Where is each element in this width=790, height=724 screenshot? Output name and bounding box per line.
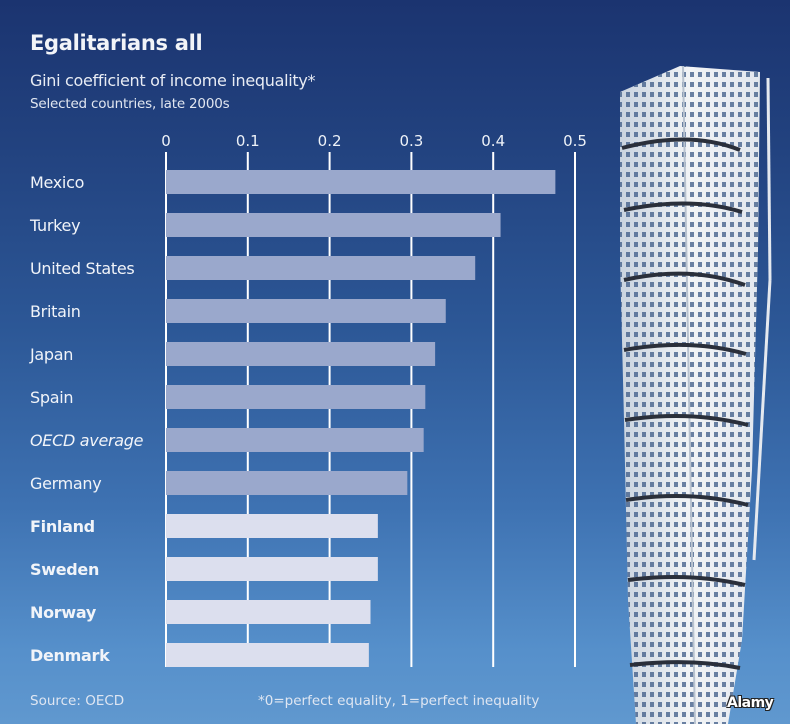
bar (166, 385, 426, 409)
bar (166, 342, 436, 366)
category-label: Norway (30, 603, 97, 622)
category-labels: Mexico Turkey United States Britain Japan Spa… (29, 173, 144, 665)
chart-subtitle: Gini coefficient of income inequality* (30, 71, 316, 90)
category-label: Spain (30, 388, 73, 407)
chart-subsubtitle: Selected countries, late 2000s (30, 96, 230, 112)
source-note: Source: OECD (30, 693, 125, 709)
bar (166, 299, 446, 323)
category-label: United States (30, 259, 134, 278)
category-label: Japan (29, 345, 73, 364)
bar (166, 428, 424, 452)
gridlines (165, 152, 576, 667)
category-label: OECD average (30, 431, 144, 450)
category-label: Denmark (30, 646, 110, 665)
x-tick-label: 0.5 (563, 132, 587, 150)
bars (166, 170, 556, 667)
bar (166, 256, 476, 280)
category-label: Britain (30, 302, 81, 321)
bar (166, 213, 501, 237)
tower-body (620, 65, 772, 724)
bar (166, 514, 378, 538)
x-tick-label: 0.2 (318, 132, 342, 150)
x-axis-ticks: 0 0.1 0.2 0.3 0.4 0.5 (161, 132, 587, 150)
category-label: Sweden (30, 560, 99, 579)
bar (166, 557, 378, 581)
bar (166, 600, 371, 624)
bar (166, 170, 556, 194)
x-tick-label: 0 (161, 132, 171, 150)
x-tick-label: 0.1 (236, 132, 260, 150)
category-label: Germany (30, 474, 101, 493)
bar (166, 643, 369, 667)
x-tick-label: 0.3 (399, 132, 423, 150)
x-tick-label: 0.4 (481, 132, 505, 150)
category-label: Finland (30, 517, 95, 536)
category-label: Mexico (30, 173, 84, 192)
footnote: *0=perfect equality, 1=perfect inequalit… (258, 693, 540, 709)
bar (166, 471, 408, 495)
chart-title: Egalitarians all (30, 31, 203, 55)
photo-credit: Alamy (727, 695, 774, 711)
category-label: Turkey (29, 216, 80, 235)
